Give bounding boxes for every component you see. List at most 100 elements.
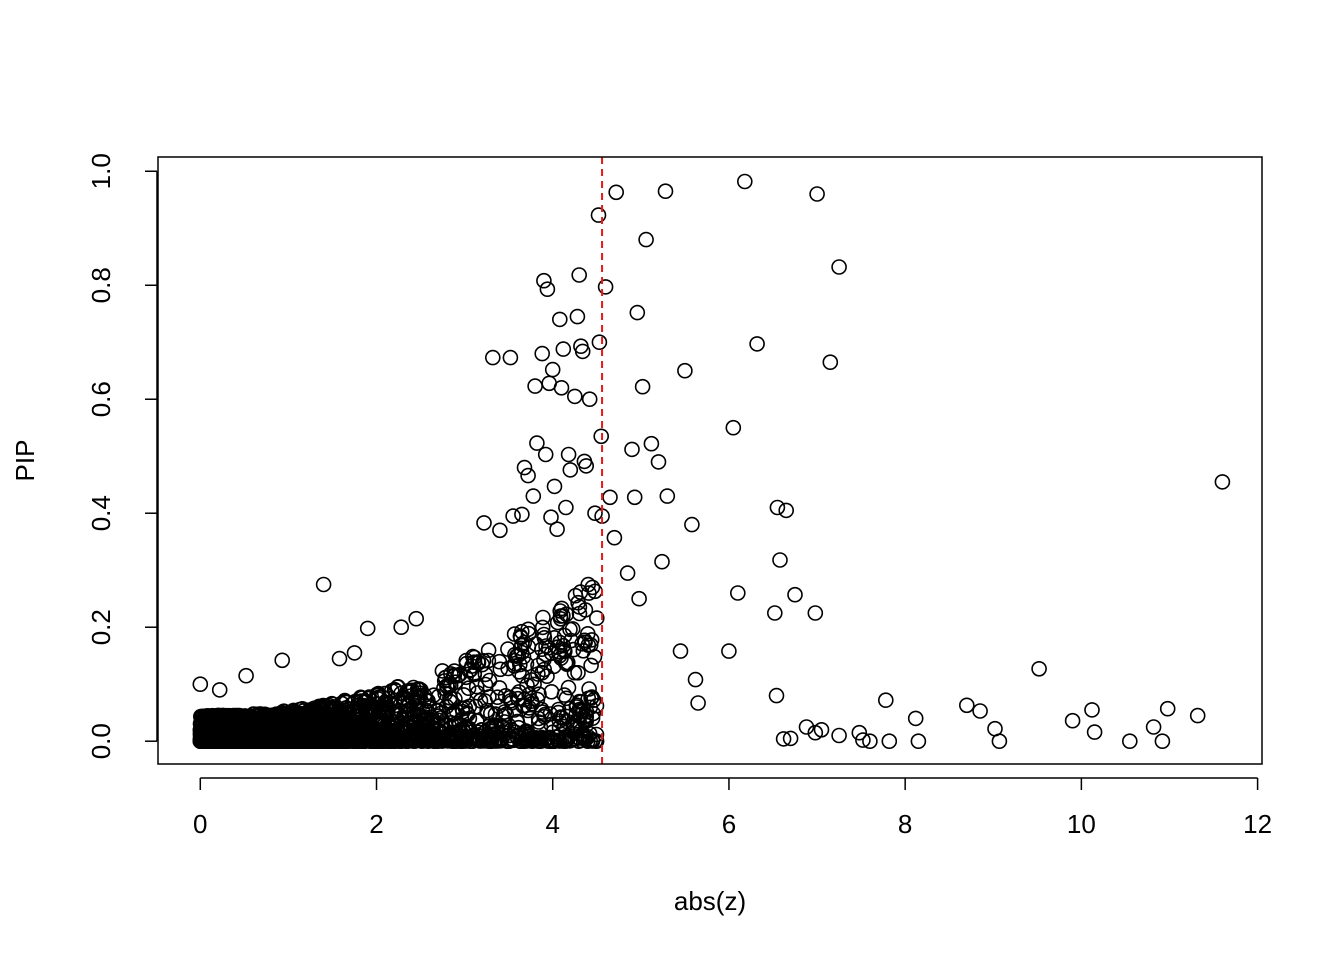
data-point	[492, 661, 509, 678]
data-point	[807, 605, 824, 621]
data-point	[383, 682, 400, 699]
data-point	[442, 689, 458, 706]
data-point	[536, 272, 552, 289]
data-point	[910, 733, 927, 750]
data-point	[570, 664, 586, 681]
data-point	[831, 259, 847, 275]
data-point	[523, 672, 540, 688]
data-point	[736, 173, 753, 190]
data-point	[436, 729, 452, 745]
data-point	[813, 721, 830, 738]
data-point	[514, 506, 530, 523]
data-point	[768, 687, 785, 704]
data-point	[958, 697, 975, 714]
data-point	[539, 281, 556, 298]
data-point	[398, 725, 415, 742]
data-point	[591, 334, 608, 351]
data-point	[501, 733, 517, 750]
data-point	[338, 694, 354, 711]
data-point	[343, 731, 360, 748]
data-point	[386, 726, 402, 742]
data-point	[437, 722, 454, 739]
data-point	[338, 710, 354, 727]
data-point	[1154, 733, 1171, 750]
data-point	[404, 730, 421, 747]
data-point	[643, 435, 660, 452]
data-point	[516, 459, 533, 476]
data-point	[560, 679, 577, 696]
data-point	[518, 724, 535, 741]
data-point	[513, 623, 530, 640]
data-point	[907, 710, 924, 727]
data-point	[559, 654, 576, 671]
data-point	[487, 706, 504, 722]
data-point	[608, 184, 625, 201]
data-point	[387, 733, 404, 750]
data-point	[1086, 724, 1103, 740]
data-point	[809, 186, 825, 202]
data-point	[464, 733, 481, 750]
data-point	[336, 692, 353, 709]
y-tick-label: 1.0	[86, 153, 116, 189]
data-point	[556, 687, 573, 703]
data-point	[822, 354, 839, 371]
data-point	[684, 516, 700, 533]
data-point	[581, 681, 597, 697]
data-point	[503, 721, 520, 738]
data-point	[650, 454, 667, 470]
data-point	[775, 731, 792, 747]
data-point	[393, 619, 410, 636]
data-point	[572, 584, 589, 600]
data-point	[510, 647, 527, 664]
data-point	[469, 685, 486, 701]
data-point	[482, 720, 498, 737]
data-point	[206, 733, 222, 750]
data-point	[521, 686, 537, 703]
data-point	[259, 733, 276, 749]
data-point	[562, 462, 579, 478]
data-point	[558, 499, 574, 516]
data-point	[201, 709, 218, 726]
data-point	[1214, 474, 1231, 490]
data-point	[631, 590, 647, 607]
data-point	[749, 336, 765, 352]
data-point	[769, 499, 786, 516]
data-point	[553, 379, 570, 396]
x-tick-label: 4	[545, 809, 559, 839]
data-point	[1122, 733, 1138, 750]
data-point	[536, 661, 553, 678]
x-axis: 0 2 4 6 8 10 12	[193, 777, 1272, 839]
data-point	[192, 676, 209, 693]
data-point	[476, 515, 492, 531]
data-point	[634, 378, 651, 395]
data-point	[551, 733, 568, 749]
data-point	[328, 730, 345, 747]
data-point	[578, 458, 595, 474]
data-point	[315, 576, 332, 593]
x-axis-title: abs(z)	[674, 886, 746, 916]
x-tick-label: 2	[369, 809, 383, 839]
y-tick-label: 0.6	[86, 381, 116, 417]
data-point	[243, 710, 260, 727]
data-point	[525, 488, 542, 504]
data-point	[466, 654, 482, 671]
data-point	[1159, 700, 1176, 717]
data-point	[239, 710, 256, 727]
data-point	[411, 685, 428, 701]
data-point	[359, 620, 376, 637]
data-point	[566, 388, 583, 405]
data-point	[378, 700, 395, 717]
data-point	[535, 609, 551, 626]
data-point	[520, 467, 536, 484]
data-point	[555, 607, 571, 624]
x-tick-label: 12	[1243, 809, 1272, 839]
data-point	[587, 505, 603, 522]
data-point	[466, 665, 483, 682]
data-point	[1189, 707, 1206, 724]
data-point	[529, 435, 545, 451]
x-tick-label: 8	[898, 809, 912, 839]
data-point	[505, 508, 521, 524]
data-point	[602, 489, 618, 506]
data-point	[409, 725, 426, 742]
data-point	[574, 343, 591, 360]
